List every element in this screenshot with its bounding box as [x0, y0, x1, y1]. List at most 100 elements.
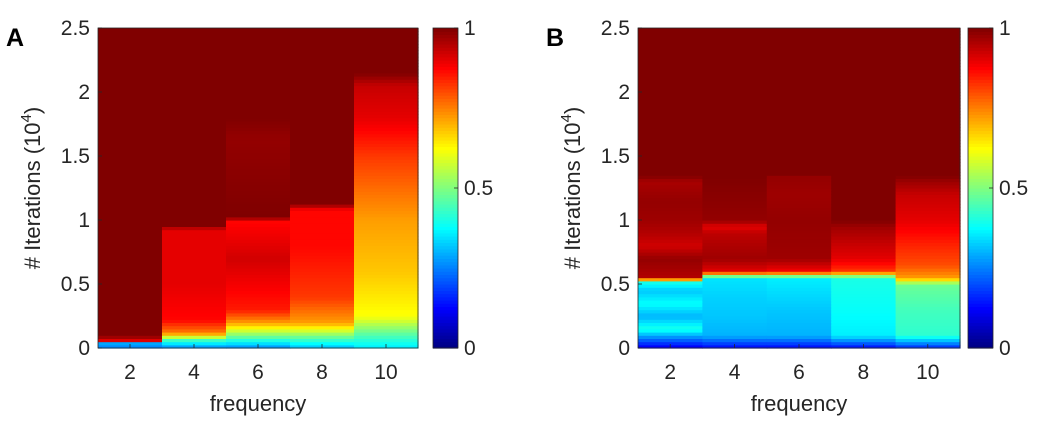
colorbar-segment — [433, 216, 458, 221]
colorbar-segment — [968, 210, 993, 215]
heatmap-cell — [226, 226, 291, 231]
colorbar-segment — [433, 152, 458, 157]
heatmap-cell — [162, 82, 227, 87]
colorbar-segment — [968, 184, 993, 189]
heatmap-cell — [290, 85, 355, 90]
heatmap-cell — [162, 194, 227, 199]
heatmap-cell — [831, 133, 897, 138]
heatmap-cell — [226, 53, 291, 58]
heatmap-cell — [766, 79, 832, 83]
heatmap-cell — [162, 72, 227, 77]
colorbar-segment — [968, 172, 993, 176]
heatmap-cell — [638, 120, 703, 125]
heatmap-cell — [895, 252, 961, 256]
heatmap-cell — [354, 204, 419, 208]
heatmap-cell — [162, 34, 227, 39]
heatmap-cell — [831, 34, 897, 39]
heatmap-cell — [226, 159, 291, 163]
colorbar-segment — [968, 239, 993, 243]
heatmap-cell — [290, 213, 355, 218]
heatmap-cell — [766, 184, 832, 189]
heatmap-cell — [98, 66, 163, 71]
heatmap-cell — [226, 44, 291, 48]
heatmap-cell — [98, 53, 163, 58]
heatmap-cell — [766, 104, 832, 109]
heatmap-cell — [831, 268, 897, 272]
colorbar-segment — [968, 178, 993, 183]
colorbar-segment — [968, 296, 993, 301]
heatmap-cell — [226, 82, 291, 87]
heatmap-cell — [895, 200, 961, 205]
heatmap-cell — [98, 258, 163, 263]
heatmap-cell — [354, 226, 419, 231]
heatmap-cell — [638, 149, 703, 154]
colorbar-segment — [433, 293, 458, 298]
heatmap-cells — [638, 28, 961, 349]
heatmap-cell — [98, 72, 163, 77]
heatmap-cell — [702, 277, 768, 282]
heatmap-cell — [702, 280, 768, 285]
heatmap-cell — [895, 293, 961, 298]
heatmap-cell — [638, 152, 703, 157]
heatmap-cell — [226, 322, 291, 327]
heatmap-cell — [226, 76, 291, 80]
heatmap-cell — [702, 165, 768, 170]
heatmap-cell — [290, 194, 355, 199]
heatmap-cell — [98, 316, 163, 320]
heatmap-cell — [638, 197, 703, 202]
heatmap-cell — [226, 98, 291, 103]
colorbar-segment — [433, 239, 458, 243]
colorbar-segment — [968, 328, 993, 333]
heatmap-cell — [162, 79, 227, 83]
colorbar-segment — [433, 34, 458, 39]
heatmap-cell — [766, 293, 832, 298]
heatmap-cell — [638, 85, 703, 90]
heatmap-cell — [895, 341, 961, 346]
heatmap-cell — [895, 229, 961, 234]
heatmap-cell — [831, 325, 897, 330]
colorbar-segment — [433, 146, 458, 151]
heatmap-cell — [638, 88, 703, 93]
heatmap-cell — [766, 156, 832, 160]
heatmap-cell — [290, 335, 355, 339]
heatmap-cell — [290, 31, 355, 35]
colorbar-segment — [968, 245, 993, 250]
heatmap-cell — [354, 152, 419, 157]
heatmap-cell — [638, 223, 703, 227]
heatmap-cell — [766, 69, 832, 74]
heatmap-cell — [895, 136, 961, 141]
heatmap-cell — [766, 341, 832, 346]
heatmap-cell — [895, 175, 961, 179]
heatmap-cell — [162, 130, 227, 135]
colorbar-segment — [968, 92, 993, 96]
heatmap-cell — [354, 207, 419, 211]
heatmap-cell — [354, 40, 419, 45]
heatmap-cell — [638, 168, 703, 173]
heatmap-cell — [702, 216, 768, 221]
colorbar-segment — [433, 28, 458, 32]
heatmap-cell — [162, 293, 227, 298]
heatmap-cell — [290, 290, 355, 295]
heatmap-cell — [638, 69, 703, 74]
colorbar-segment — [968, 220, 993, 224]
heatmap-cell — [226, 236, 291, 240]
heatmap-cell — [226, 245, 291, 250]
colorbar-segment — [433, 98, 458, 103]
x-tick-label: 4 — [729, 361, 741, 384]
heatmap-cell — [290, 210, 355, 215]
heatmap-cell — [290, 325, 355, 330]
colorbar-segment — [968, 40, 993, 45]
heatmap-cell — [831, 149, 897, 154]
heatmap-cell — [226, 111, 291, 115]
heatmap-cell — [895, 316, 961, 320]
colorbar-segment — [968, 44, 993, 48]
heatmap-cell — [226, 104, 291, 109]
heatmap-cell — [226, 271, 291, 275]
colorbar-segment — [968, 271, 993, 275]
heatmap-cell — [98, 300, 163, 304]
colorbar-segment — [433, 114, 458, 119]
heatmap-cell — [638, 172, 703, 176]
heatmap-cell — [766, 213, 832, 218]
heatmap-cell — [226, 152, 291, 157]
heatmap-cell — [98, 319, 163, 323]
